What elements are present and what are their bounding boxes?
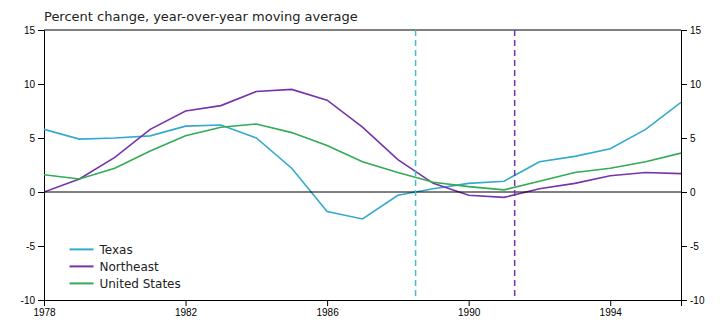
tick: -10: [21, 295, 44, 306]
tick-mark: [681, 138, 687, 139]
reference-line: [415, 30, 417, 300]
tick-mark: [681, 30, 687, 31]
legend-item: Texas: [69, 243, 132, 257]
tick: 15: [24, 25, 44, 36]
tick-label: 10: [24, 79, 36, 90]
tick-label: 0: [690, 187, 696, 198]
plot-area: [44, 30, 681, 300]
tick-mark: [681, 192, 687, 193]
tick-label: 5: [29, 133, 35, 144]
y2-axis: -10 -5 0 5 10 15: [681, 25, 705, 306]
tick-label: -10: [690, 295, 705, 306]
legend-item: United States: [69, 277, 180, 291]
reference-line: [514, 30, 516, 300]
legend-label: Texas: [98, 243, 132, 257]
tick-mark: [38, 192, 44, 193]
tick: 1982: [175, 300, 198, 318]
tick: -5: [681, 241, 699, 252]
legend-label: Northeast: [99, 260, 159, 274]
x-axis: 1978 1982 1986 1990 1994: [33, 300, 681, 318]
x-axis-line: [45, 301, 682, 307]
tick-mark: [327, 300, 328, 306]
tick: 0: [29, 187, 44, 198]
tick: 1990: [458, 300, 481, 318]
tick-mark: [610, 300, 611, 306]
tick-mark: [681, 300, 687, 301]
series-line: [44, 102, 681, 219]
tick: 1994: [600, 300, 623, 318]
tick: -5: [26, 241, 44, 252]
frame-top: [44, 30, 681, 31]
tick: 1978: [33, 300, 56, 318]
title: Percent change, year-over-year moving av…: [44, 9, 358, 24]
tick: 5: [681, 133, 696, 144]
legend-item: Northeast: [69, 260, 159, 274]
tick-label: 1994: [600, 307, 623, 318]
tick-mark: [38, 300, 44, 301]
chart: 1978 1982 1986 1990 1994 -10 -5 0 5 10 15 -10 -5 0 5 10…: [0, 0, 725, 328]
tick-mark: [38, 84, 44, 85]
tick-mark: [38, 30, 44, 31]
tick-mark: [681, 246, 687, 247]
tick-label: 1978: [33, 307, 56, 318]
tick-mark: [38, 138, 44, 139]
tick: 5: [29, 133, 44, 144]
tick-label: -5: [690, 241, 699, 252]
tick-label: -10: [21, 295, 36, 306]
tick-mark: [469, 300, 470, 306]
tick-label: 1990: [458, 307, 481, 318]
legend-swatch: [69, 265, 93, 267]
legend-swatch: [69, 248, 93, 250]
tick: 10: [24, 79, 44, 90]
tick: 15: [681, 25, 702, 36]
tick-mark: [186, 300, 187, 306]
series-line: [44, 124, 681, 190]
tick-label: 1986: [316, 307, 339, 318]
tick-label: 0: [29, 187, 35, 198]
tick: 1986: [316, 300, 339, 318]
tick-label: 15: [24, 25, 36, 36]
series-line: [44, 89, 681, 197]
tick-label: 15: [690, 25, 702, 36]
tick-label: -5: [26, 241, 35, 252]
reference-line: [44, 192, 681, 193]
legend: Texas Northeast United States: [69, 243, 180, 291]
tick: 10: [681, 79, 702, 90]
y2-axis-line: [682, 31, 688, 301]
y-axis-line: [38, 31, 45, 301]
tick-label: 1982: [175, 307, 198, 318]
y-axis: -10 -5 0 5 10 15: [21, 25, 45, 306]
tick-label: 10: [690, 79, 702, 90]
tick-mark: [38, 246, 44, 247]
tick: -10: [681, 295, 705, 306]
tick: 0: [681, 187, 696, 198]
tick-label: 5: [690, 133, 696, 144]
legend-label: United States: [99, 277, 180, 291]
legend-swatch: [69, 282, 93, 284]
tick-mark: [681, 84, 687, 85]
